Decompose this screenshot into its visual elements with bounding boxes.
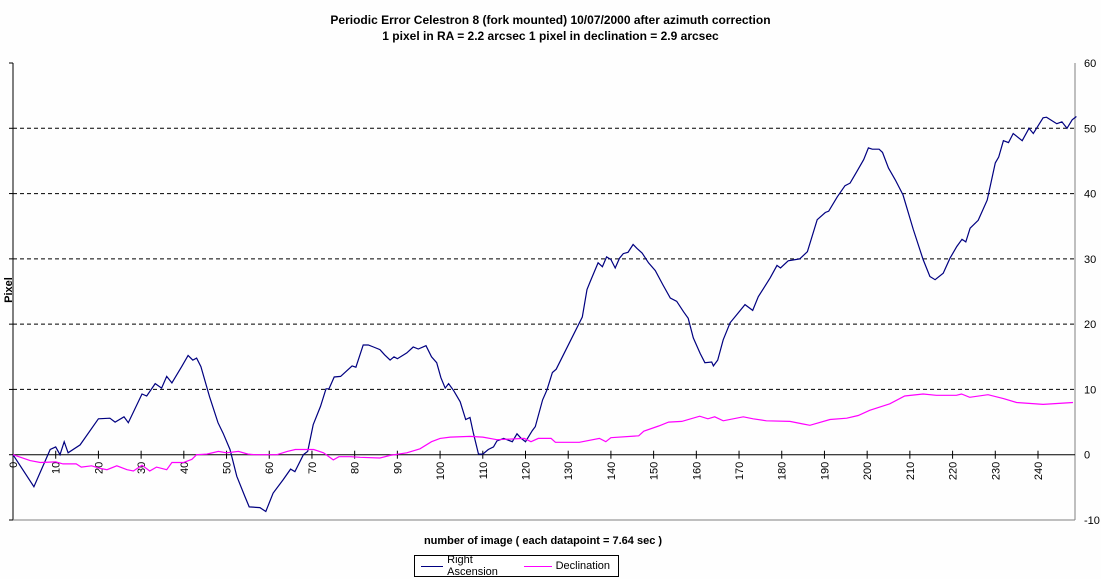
chart-subtitle: 1 pixel in RA = 2.2 arcsec 1 pixel in de… bbox=[382, 29, 719, 43]
x-tick-label: 60 bbox=[264, 462, 276, 474]
chart-title: Periodic Error Celestron 8 (fork mounted… bbox=[330, 13, 771, 27]
x-tick-label: 50 bbox=[222, 462, 234, 474]
x-axis-label: number of image ( each datapoint = 7.64 … bbox=[424, 535, 662, 547]
y-axis-label: Pixel bbox=[3, 277, 15, 303]
x-tick-label: 170 bbox=[734, 462, 746, 480]
y-tick-label: 10 bbox=[1084, 384, 1096, 396]
legend-label-ra: Right Ascension bbox=[447, 554, 498, 578]
x-tick-label: 100 bbox=[435, 462, 447, 480]
y-tick-label: 30 bbox=[1084, 254, 1096, 266]
y-tick-label: 50 bbox=[1084, 123, 1096, 135]
x-tick-label: 110 bbox=[478, 462, 490, 480]
x-tick-label: 90 bbox=[392, 462, 404, 474]
series-lines bbox=[12, 116, 1077, 513]
x-tick-label: 10 bbox=[51, 462, 63, 474]
x-tick-label: 70 bbox=[307, 462, 319, 474]
x-tick-label: 180 bbox=[777, 462, 789, 480]
legend-item-ra: Right Ascension bbox=[421, 554, 510, 578]
x-tick-label: 190 bbox=[819, 462, 831, 480]
x-tick-label: 40 bbox=[179, 462, 191, 474]
x-tick-label: 230 bbox=[990, 462, 1002, 480]
x-tick-label: 140 bbox=[606, 462, 618, 480]
legend: Right Ascension Declination bbox=[414, 554, 619, 578]
series-line-right-ascension bbox=[12, 116, 1077, 513]
x-tick-label: 0 bbox=[8, 462, 20, 468]
gridlines bbox=[13, 127, 1075, 390]
y-tick-label: 0 bbox=[1084, 450, 1090, 462]
x-tick-label: 150 bbox=[649, 462, 661, 480]
legend-label-dec: Declination bbox=[555, 560, 610, 572]
series-line-declination bbox=[12, 393, 1074, 472]
y-tick-label: -10 bbox=[1084, 515, 1100, 527]
legend-item-dec: Declination bbox=[523, 560, 610, 572]
legend-swatch-ra bbox=[421, 565, 444, 567]
x-tick-label: 160 bbox=[691, 462, 703, 480]
x-tick-label: 210 bbox=[905, 462, 917, 480]
x-tick-label: 130 bbox=[563, 462, 575, 480]
x-tick-label: 240 bbox=[1033, 462, 1045, 480]
x-tick-label: 80 bbox=[350, 462, 362, 474]
y-tick-label: 40 bbox=[1084, 189, 1096, 201]
x-tick-label: 200 bbox=[862, 462, 874, 480]
legend-swatch-dec bbox=[523, 565, 552, 567]
x-tick-label: 120 bbox=[520, 462, 532, 480]
x-tick-label: 220 bbox=[948, 462, 960, 480]
x-tick-label: 30 bbox=[136, 462, 148, 474]
y-tick-label: 20 bbox=[1084, 319, 1096, 331]
y-tick-label: 60 bbox=[1084, 58, 1096, 70]
